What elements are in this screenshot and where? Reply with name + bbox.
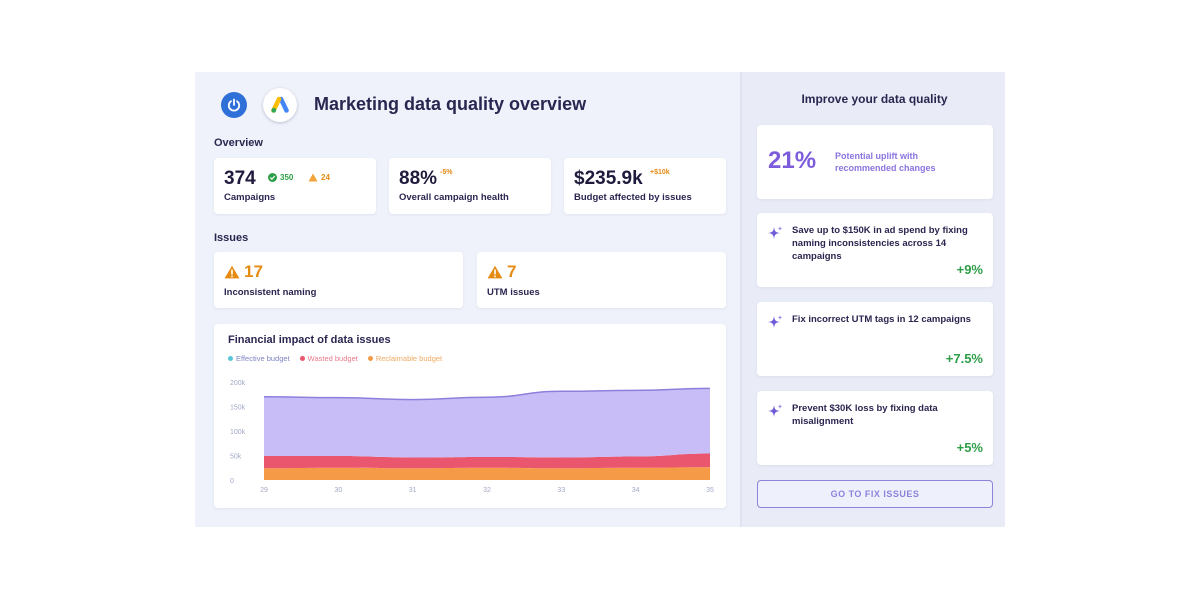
recommendation-uplift: +9% — [956, 262, 983, 277]
warning-icon — [308, 173, 318, 182]
y-tick-label: 0 — [230, 478, 234, 485]
health-value: 88% — [399, 168, 438, 189]
recommendation-card[interactable]: Fix incorrect UTM tags in 12 campaigns +… — [757, 302, 993, 376]
dashboard: Marketing data quality overview Overview… — [195, 72, 1005, 527]
utm-issue-value: 7 — [487, 262, 516, 282]
budget-card[interactable]: $235.9k +$10k Budget affected by issues — [564, 158, 726, 214]
uplift-text: Potential uplift with recommended change… — [835, 151, 936, 173]
legend-item-wasted: Wasted budget — [299, 354, 358, 363]
legend-dot-wasted — [299, 356, 305, 361]
recommendation-text: Prevent $30K loss by fixing data misalig… — [792, 403, 938, 427]
campaigns-label: Campaigns — [224, 192, 276, 203]
campaigns-ok-count: 350 — [280, 173, 294, 182]
uplift-card: 21% Potential uplift with recommended ch… — [757, 125, 993, 199]
y-tick-label: 50k — [230, 454, 242, 461]
area-wasted-budget — [264, 453, 710, 469]
area-chart: 200k 150k 100k 50k 0 29 30 31 32 33 34 35 — [230, 380, 714, 494]
x-tick-label: 34 — [632, 487, 640, 494]
legend-dot-reclaimable — [367, 356, 373, 361]
x-tick-label: 33 — [557, 487, 565, 494]
x-tick-label: 32 — [483, 487, 491, 494]
naming-issue-card[interactable]: 17 Inconsistent naming — [214, 252, 463, 308]
sparkle-icon — [768, 315, 783, 328]
utm-issue-card[interactable]: 7 UTM issues — [477, 252, 726, 308]
campaigns-card[interactable]: 374 350 24 Campaigns — [214, 158, 376, 214]
budget-delta: +$10k — [650, 169, 670, 176]
campaigns-count: 374 — [224, 168, 256, 189]
legend-label-reclaimable: Reclaimable budget — [375, 354, 443, 363]
uplift-value: 21% — [768, 147, 817, 174]
overview-heading: Overview — [214, 137, 263, 149]
recommendations-panel: Improve your data quality 21% Potential … — [740, 72, 1005, 527]
sparkle-icon — [768, 404, 783, 417]
naming-issue-count: 17 — [244, 262, 263, 281]
go-to-fix-issues-button[interactable]: GO TO FIX ISSUES — [757, 480, 993, 508]
budget-value: $235.9k — [574, 168, 643, 189]
legend-label-wasted: Wasted budget — [307, 354, 358, 363]
google-ads-icon — [263, 88, 297, 122]
x-tick-label: 35 — [706, 487, 714, 494]
campaigns-warn-count: 24 — [321, 173, 330, 182]
x-tick-label: 30 — [334, 487, 342, 494]
recommendation-card[interactable]: Save up to $150K in ad spend by fixing n… — [757, 213, 993, 287]
utm-issue-count: 7 — [507, 262, 517, 281]
legend-dot-effective — [228, 356, 233, 361]
campaigns-ok-badge: 350 — [268, 173, 293, 182]
warning-icon — [487, 265, 503, 279]
legend-item-effective: Effective budget — [228, 354, 290, 363]
naming-issue-label: Inconsistent naming — [224, 287, 317, 298]
warning-icon — [224, 265, 240, 279]
recommendation-text: Fix incorrect UTM tags in 12 campaigns — [792, 314, 971, 325]
area-reclaimable-budget — [264, 467, 710, 480]
campaigns-warn-badge: 24 — [308, 173, 330, 182]
recommendation-uplift: +7.5% — [945, 351, 983, 366]
line-effective-budget-top — [263, 387, 711, 401]
chart-legend: Effective budget Wasted budget Reclaimab… — [228, 354, 442, 363]
naming-issue-value: 17 — [224, 262, 263, 282]
y-tick-label: 100k — [230, 429, 246, 436]
x-tick-label: 29 — [260, 487, 268, 494]
health-delta: -5% — [440, 169, 453, 176]
main-panel: Marketing data quality overview Overview… — [195, 72, 740, 527]
issues-heading: Issues — [214, 232, 249, 244]
recommendation-uplift: +5% — [956, 440, 983, 455]
chart-title: Financial impact of data issues — [228, 334, 391, 346]
health-label: Overall campaign health — [399, 192, 509, 203]
utm-issue-label: UTM issues — [487, 287, 540, 298]
recommendation-text: Save up to $150K in ad spend by fixing n… — [792, 225, 968, 262]
legend-item-reclaimable: Reclaimable budget — [367, 354, 443, 363]
check-circle-icon — [268, 173, 277, 182]
health-card[interactable]: 88% -5% Overall campaign health — [389, 158, 551, 214]
power-icon[interactable] — [221, 92, 247, 118]
y-tick-label: 200k — [230, 380, 246, 387]
sparkle-icon — [768, 226, 783, 239]
legend-label-effective: Effective budget — [236, 354, 290, 363]
financial-impact-chart-card: Financial impact of data issues Effectiv… — [214, 324, 726, 508]
page-title: Marketing data quality overview — [314, 94, 587, 114]
side-title: Improve your data quality — [801, 92, 948, 106]
recommendation-card[interactable]: Prevent $30K loss by fixing data misalig… — [757, 391, 993, 465]
budget-label: Budget affected by issues — [574, 192, 692, 203]
y-tick-label: 150k — [230, 405, 246, 412]
area-effective-budget — [264, 388, 710, 458]
x-tick-label: 31 — [409, 487, 417, 494]
